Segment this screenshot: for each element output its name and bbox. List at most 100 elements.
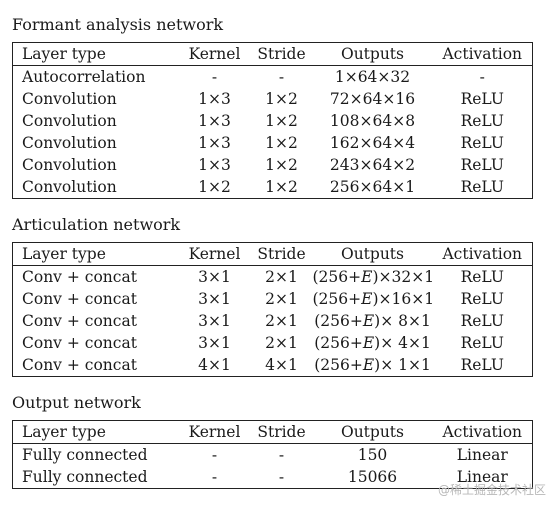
header-kernel: Kernel [178,242,251,266]
cell-layer-type: Fully connected [22,468,148,486]
cell-kernel: 1×3 [198,90,231,108]
cell-activation: Linear [456,446,508,464]
cell-kernel: 3×1 [198,268,231,286]
cell-activation: ReLU [460,312,504,330]
header-layer-type: Layer type [12,420,179,444]
cell-kernel: - [211,446,218,464]
cell-stride: 1×2 [265,134,298,152]
cell-outputs: 256×64×1 [329,178,416,196]
articulation-table: Layer type Kernel Stride Outputs Activat… [12,242,533,377]
table-row: Fully connected - - 150 Linear [13,444,533,467]
cell-layer-type: Convolution [22,112,117,130]
cell-stride: 1×2 [265,156,298,174]
cell-activation: Linear [456,468,508,486]
cell-outputs: (256+E)× 1×1 [314,356,431,374]
cell-layer-type: Convolution [22,178,117,196]
cell-layer-type: Conv + concat [22,356,137,374]
header-stride: Stride [250,42,313,66]
table-header-row: Layer type Kernel Stride Outputs Activat… [12,420,533,444]
cell-stride: 2×1 [265,312,298,330]
header-layer-type: Layer type [12,242,179,266]
cell-layer-type: Conv + concat [22,334,137,352]
cell-kernel: - [211,468,218,486]
table-row: Conv + concat 4×1 4×1 (256+E)× 1×1 ReLU [13,354,533,377]
cell-stride: 4×1 [265,356,298,374]
table-row: Autocorrelation - - 1×64×32 - [13,66,533,89]
header-activation: Activation [432,242,533,266]
cell-activation: ReLU [460,356,504,374]
cell-layer-type: Convolution [22,156,117,174]
header-stride: Stride [250,242,313,266]
table-row: Convolution 1×2 1×2 256×64×1 ReLU [13,176,533,199]
cell-outputs: 150 [357,446,388,464]
table-row: Conv + concat 3×1 2×1 (256+E)× 8×1 ReLU [13,310,533,332]
table-header-row: Layer type Kernel Stride Outputs Activat… [12,42,533,66]
header-activation: Activation [432,42,533,66]
table-row: Fully connected - - 15066 Linear [13,466,533,489]
cell-outputs: 108×64×8 [329,112,416,130]
table-row: Convolution 1×3 1×2 243×64×2 ReLU [13,154,533,176]
cell-outputs: (256+E)× 8×1 [314,312,431,330]
cell-kernel: 1×3 [198,134,231,152]
cell-stride: 1×2 [265,90,298,108]
header-layer-type: Layer type [12,42,179,66]
header-kernel: Kernel [178,42,251,66]
formant-analysis-table: Layer type Kernel Stride Outputs Activat… [12,42,533,199]
cell-activation: ReLU [460,178,504,196]
cell-activation: ReLU [460,112,504,130]
section-title-formant-analysis: Formant analysis network [12,15,224,34]
cell-layer-type: Autocorrelation [22,68,146,86]
cell-stride: 2×1 [265,334,298,352]
cell-activation: ReLU [460,290,504,308]
cell-layer-type: Conv + concat [22,268,137,286]
cell-outputs: (256+E)×32×1 [312,268,435,286]
cell-outputs: 1×64×32 [334,68,411,86]
cell-kernel: 1×3 [198,156,231,174]
section-title-output: Output network [12,393,141,412]
table-row: Conv + concat 3×1 2×1 (256+E)×32×1 ReLU [13,266,533,289]
cell-layer-type: Conv + concat [22,290,137,308]
table-header-row: Layer type Kernel Stride Outputs Activat… [12,242,533,266]
cell-activation: ReLU [460,156,504,174]
watermark: @稀土掘金技术社区 [437,483,546,497]
cell-activation: ReLU [460,134,504,152]
cell-stride: 2×1 [265,290,298,308]
cell-layer-type: Fully connected [22,446,148,464]
header-outputs: Outputs [312,42,433,66]
cell-stride: 1×2 [265,112,298,130]
cell-outputs: (256+E)× 4×1 [314,334,431,352]
table-row: Convolution 1×3 1×2 108×64×8 ReLU [13,110,533,132]
cell-kernel: - [211,68,218,86]
cell-activation: - [479,68,485,86]
table-row: Convolution 1×3 1×2 72×64×16 ReLU [13,88,533,110]
cell-outputs: 243×64×2 [329,156,416,174]
cell-kernel: 3×1 [198,312,231,330]
header-outputs: Outputs [312,242,433,266]
table-row: Convolution 1×3 1×2 162×64×4 ReLU [13,132,533,154]
table-row: Conv + concat 3×1 2×1 (256+E)×16×1 ReLU [13,288,533,310]
header-outputs: Outputs [312,420,433,444]
cell-stride: - [278,446,285,464]
cell-kernel: 3×1 [198,290,231,308]
cell-kernel: 1×3 [198,112,231,130]
cell-layer-type: Convolution [22,134,117,152]
table-row: Conv + concat 3×1 2×1 (256+E)× 4×1 ReLU [13,332,533,354]
cell-activation: ReLU [460,334,504,352]
cell-stride: - [278,68,285,86]
cell-outputs: 72×64×16 [329,90,416,108]
cell-kernel: 4×1 [198,356,231,374]
cell-outputs: 162×64×4 [329,134,416,152]
cell-activation: ReLU [460,90,504,108]
cell-stride: 1×2 [265,178,298,196]
cell-activation: ReLU [460,268,504,286]
header-stride: Stride [250,420,313,444]
cell-stride: 2×1 [265,268,298,286]
cell-layer-type: Conv + concat [22,312,137,330]
header-kernel: Kernel [178,420,251,444]
header-activation: Activation [432,420,533,444]
section-title-articulation: Articulation network [12,215,181,234]
cell-outputs: 15066 [347,468,398,486]
cell-layer-type: Convolution [22,90,117,108]
cell-stride: - [278,468,285,486]
